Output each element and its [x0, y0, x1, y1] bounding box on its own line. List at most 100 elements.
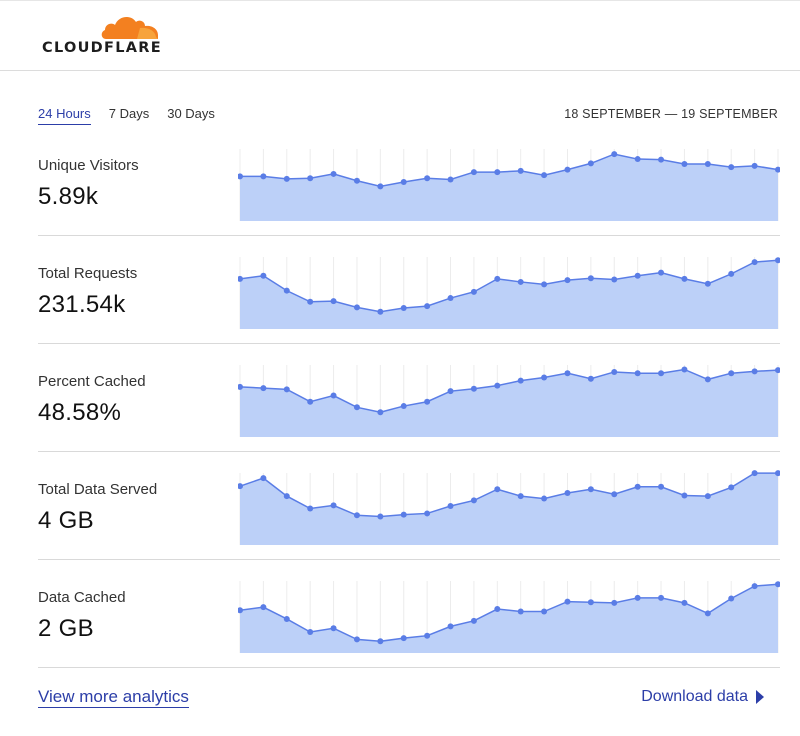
data-point[interactable]: [470, 617, 477, 624]
data-point[interactable]: [541, 608, 548, 615]
data-point[interactable]: [704, 610, 711, 617]
data-point[interactable]: [634, 483, 641, 490]
total-requests-sparkline[interactable]: [238, 251, 780, 329]
unique-visitors-sparkline[interactable]: [238, 143, 780, 221]
data-point[interactable]: [634, 272, 641, 279]
data-point[interactable]: [283, 615, 290, 622]
data-point[interactable]: [564, 489, 571, 496]
data-point[interactable]: [330, 502, 337, 509]
data-point[interactable]: [283, 175, 290, 182]
data-point[interactable]: [400, 304, 407, 311]
data-point[interactable]: [611, 599, 618, 606]
data-point[interactable]: [751, 162, 758, 169]
data-point[interactable]: [238, 383, 243, 390]
data-point[interactable]: [260, 385, 267, 392]
cloudflare-logo[interactable]: CLOUDFLARE: [40, 11, 170, 61]
data-point[interactable]: [447, 388, 454, 395]
data-point[interactable]: [377, 638, 384, 645]
data-point[interactable]: [587, 275, 594, 282]
data-point[interactable]: [307, 175, 314, 182]
data-point[interactable]: [494, 486, 501, 493]
data-point[interactable]: [400, 511, 407, 518]
data-point[interactable]: [634, 370, 641, 377]
data-point[interactable]: [517, 167, 524, 174]
data-point[interactable]: [470, 385, 477, 392]
data-point[interactable]: [775, 257, 780, 264]
data-point[interactable]: [470, 169, 477, 176]
data-point[interactable]: [728, 595, 735, 602]
data-point[interactable]: [424, 175, 431, 182]
data-point[interactable]: [283, 386, 290, 393]
data-point[interactable]: [587, 599, 594, 606]
data-point[interactable]: [751, 368, 758, 375]
data-point[interactable]: [353, 512, 360, 519]
data-point[interactable]: [494, 606, 501, 613]
data-point[interactable]: [564, 166, 571, 173]
data-point[interactable]: [377, 308, 384, 315]
data-point[interactable]: [681, 599, 688, 606]
data-point[interactable]: [564, 370, 571, 377]
data-point[interactable]: [517, 278, 524, 285]
data-cached-sparkline[interactable]: [238, 575, 780, 653]
data-point[interactable]: [564, 598, 571, 605]
data-point[interactable]: [541, 374, 548, 381]
data-point[interactable]: [377, 513, 384, 520]
data-point[interactable]: [283, 287, 290, 294]
data-point[interactable]: [330, 298, 337, 305]
data-point[interactable]: [424, 510, 431, 517]
data-point[interactable]: [353, 177, 360, 184]
data-point[interactable]: [587, 375, 594, 382]
data-point[interactable]: [728, 484, 735, 491]
data-point[interactable]: [377, 183, 384, 190]
data-point[interactable]: [564, 277, 571, 284]
data-point[interactable]: [517, 608, 524, 615]
data-point[interactable]: [704, 493, 711, 500]
data-point[interactable]: [330, 625, 337, 632]
data-point[interactable]: [260, 173, 267, 180]
data-point[interactable]: [704, 161, 711, 168]
data-point[interactable]: [447, 295, 454, 302]
data-point[interactable]: [611, 491, 618, 498]
data-point[interactable]: [238, 607, 243, 614]
data-point[interactable]: [681, 492, 688, 499]
total-data-served-sparkline[interactable]: [238, 467, 780, 545]
data-point[interactable]: [658, 370, 665, 377]
data-point[interactable]: [447, 623, 454, 630]
data-point[interactable]: [424, 303, 431, 310]
data-point[interactable]: [517, 377, 524, 384]
data-point[interactable]: [775, 470, 780, 477]
data-point[interactable]: [470, 288, 477, 295]
data-point[interactable]: [424, 632, 431, 639]
data-point[interactable]: [611, 368, 618, 375]
data-point[interactable]: [587, 486, 594, 493]
data-point[interactable]: [260, 604, 267, 611]
data-point[interactable]: [494, 382, 501, 389]
data-point[interactable]: [447, 503, 454, 509]
data-point[interactable]: [681, 275, 688, 282]
data-point[interactable]: [470, 497, 477, 504]
data-point[interactable]: [517, 493, 524, 500]
data-point[interactable]: [541, 172, 548, 179]
data-point[interactable]: [307, 505, 314, 512]
data-point[interactable]: [424, 398, 431, 405]
view-more-analytics-link[interactable]: View more analytics: [38, 687, 189, 708]
tab-24-hours[interactable]: 24 Hours: [38, 106, 91, 125]
download-data-button[interactable]: Download data: [641, 688, 764, 706]
data-point[interactable]: [353, 636, 360, 643]
data-point[interactable]: [634, 594, 641, 601]
data-point[interactable]: [377, 409, 384, 416]
data-point[interactable]: [400, 635, 407, 642]
data-point[interactable]: [494, 169, 501, 176]
data-point[interactable]: [681, 366, 688, 373]
data-point[interactable]: [775, 367, 780, 374]
data-point[interactable]: [260, 272, 267, 279]
data-point[interactable]: [751, 470, 758, 477]
data-point[interactable]: [353, 304, 360, 311]
data-point[interactable]: [658, 156, 665, 163]
data-point[interactable]: [704, 376, 711, 383]
data-point[interactable]: [260, 475, 267, 482]
data-point[interactable]: [751, 259, 758, 266]
data-point[interactable]: [728, 164, 735, 171]
data-point[interactable]: [728, 370, 735, 377]
data-point[interactable]: [307, 398, 314, 405]
